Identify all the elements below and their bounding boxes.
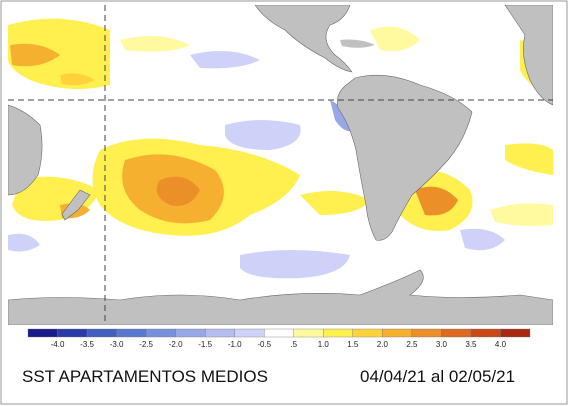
colorbar-label: 2.5 (406, 340, 418, 349)
colorbar-swatch (204, 328, 235, 338)
colorbar: -4.0 -3.5 -3.0 -2.5 -2.0 -1.5 -1.0 -0.5 .5 1.0 1.5… (27, 328, 531, 349)
colorbar-label: 1.0 (318, 340, 330, 349)
map (8, 5, 553, 325)
colorbar-swatch (470, 328, 501, 338)
colorbar-swatch (145, 328, 176, 338)
colorbar-swatch (116, 328, 147, 338)
colorbar-swatch (500, 328, 531, 338)
colorbar-swatch (352, 328, 383, 338)
colorbar-label: 1.5 (347, 340, 359, 349)
colorbar-label: -2.5 (139, 340, 153, 349)
colorbar-label: 2.0 (377, 340, 389, 349)
colorbar-label: .5 (290, 340, 297, 349)
colorbar-swatch (175, 328, 206, 338)
colorbar-label: -2.0 (169, 340, 183, 349)
colorbar-label: -3.0 (110, 340, 124, 349)
colorbar-label: 3.0 (436, 340, 448, 349)
colorbar-label: -1.5 (198, 340, 212, 349)
colorbar-swatch (264, 328, 294, 338)
colorbar-label: 3.5 (465, 340, 477, 349)
period: 04/04/21 al 02/05/21 (360, 367, 515, 386)
colorbar-label: -4.0 (51, 340, 65, 349)
colorbar-swatch (411, 328, 442, 338)
colorbar-label: 4.0 (495, 340, 507, 349)
colorbar-label: -0.5 (257, 340, 271, 349)
colorbar-swatch (441, 328, 472, 338)
colorbar-swatch (382, 328, 413, 338)
colorbar-swatch (86, 328, 117, 338)
colorbar-swatch (323, 328, 354, 338)
colorbar-swatch (293, 328, 324, 338)
colorbar-label: -1.0 (228, 340, 242, 349)
map-title: SST APARTAMENTOS MEDIOS (22, 367, 268, 386)
colorbar-label: -3.5 (80, 340, 94, 349)
colorbar-swatch (234, 328, 265, 338)
colorbar-swatch (57, 328, 88, 338)
colorbar-swatch (27, 328, 58, 338)
